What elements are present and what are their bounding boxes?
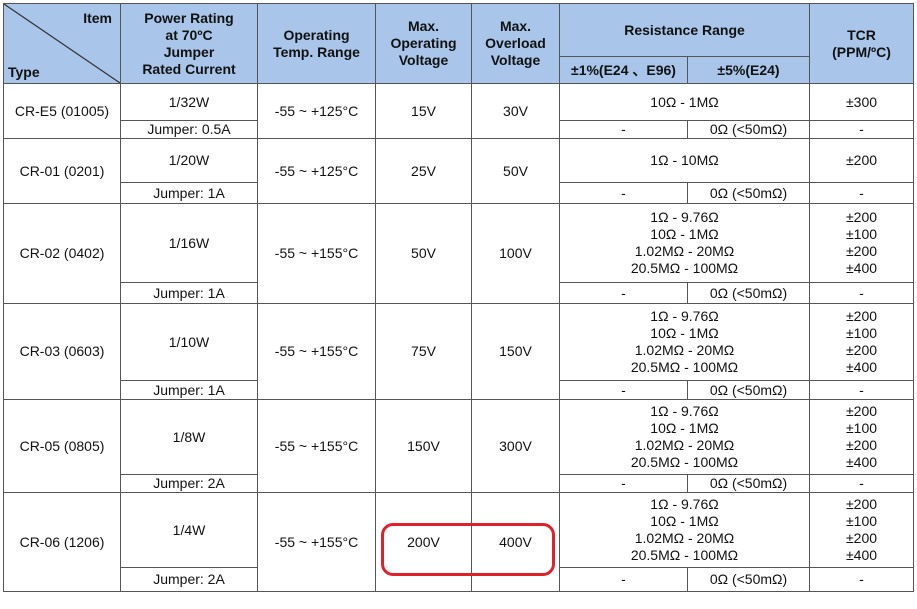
max-operating-voltage-header: Max. Operating Voltage bbox=[375, 3, 472, 84]
jumper-row: Jumper: 1A - 0Ω (<50mΩ) - bbox=[4, 282, 915, 304]
jumper-res5-cell: 0Ω (<50mΩ) bbox=[686, 282, 811, 304]
operating-voltage-cell: 75V bbox=[375, 303, 472, 400]
temp-range-header: Operating Temp. Range bbox=[257, 3, 376, 84]
tcr-cell: ±200 bbox=[809, 138, 915, 183]
temp-cell: -55 ~ +155°C bbox=[257, 492, 376, 592]
overload-voltage-cell: 150V bbox=[471, 303, 560, 400]
jumper-res1-cell: - bbox=[559, 282, 688, 304]
tcr-cell: ±200 ±100 ±200 ±400 bbox=[809, 203, 915, 283]
type-cell: CR-E5 (01005) bbox=[3, 83, 121, 139]
temp-cell: -55 ~ +155°C bbox=[257, 203, 376, 304]
jumper-current-cell: Jumper: 1A bbox=[120, 182, 258, 204]
spec-table: Item Type Power Rating at 70ºC Jumper Ra… bbox=[3, 3, 915, 592]
type-cell: CR-01 (0201) bbox=[3, 138, 121, 204]
power-cell: 1/32W bbox=[120, 83, 258, 121]
jumper-tcr-cell: - bbox=[809, 474, 915, 493]
jumper-row: Jumper: 0.5A - 0Ω (<50mΩ) - bbox=[4, 120, 915, 139]
jumper-res5-cell: 0Ω (<50mΩ) bbox=[686, 474, 811, 493]
jumper-tcr-cell: - bbox=[809, 182, 915, 204]
operating-voltage-cell: 150V bbox=[375, 399, 472, 493]
resistance-range-cell: 1Ω - 9.76Ω 10Ω - 1MΩ 1.02MΩ - 20MΩ 20.5M… bbox=[558, 492, 811, 568]
table-row: CR-03 (0603) 1/10W -55 ~ +155°C 75V 150V… bbox=[3, 303, 915, 400]
jumper-row: Jumper: 1A - 0Ω (<50mΩ) - bbox=[4, 380, 915, 400]
diagonal-divider bbox=[4, 4, 120, 83]
power-cell: 1/8W bbox=[120, 399, 258, 475]
resistance-range-cell: 1Ω - 9.76Ω 10Ω - 1MΩ 1.02MΩ - 20MΩ 20.5M… bbox=[558, 399, 811, 475]
resistance-range-cell: 1Ω - 10MΩ bbox=[558, 138, 811, 183]
jumper-current-cell: Jumper: 0.5A bbox=[120, 120, 258, 139]
jumper-current-cell: Jumper: 1A bbox=[120, 380, 258, 400]
operating-voltage-cell: 15V bbox=[375, 83, 472, 139]
resistance-range-cell: 1Ω - 9.76Ω 10Ω - 1MΩ 1.02MΩ - 20MΩ 20.5M… bbox=[558, 203, 811, 283]
item-header: Item bbox=[83, 10, 112, 26]
res-1pct-header: ±1%(E24 、E96) bbox=[559, 56, 688, 84]
jumper-tcr-cell: - bbox=[809, 120, 915, 139]
type-header: Type bbox=[8, 64, 40, 80]
tcr-cell: ±200 ±100 ±200 ±400 bbox=[809, 303, 915, 381]
highlight-annotation bbox=[381, 523, 555, 576]
resistance-range-cell: 10Ω - 1MΩ bbox=[558, 83, 811, 121]
jumper-res1-cell: - bbox=[559, 380, 688, 400]
overload-voltage-cell: 100V bbox=[471, 203, 560, 304]
power-cell: 1/20W bbox=[120, 138, 258, 183]
power-rating-header: Power Rating at 70ºC Jumper Rated Curren… bbox=[120, 3, 258, 84]
resistance-range-cell: 1Ω - 9.76Ω 10Ω - 1MΩ 1.02MΩ - 20MΩ 20.5M… bbox=[558, 303, 811, 381]
jumper-current-cell: Jumper: 2A bbox=[120, 567, 258, 592]
temp-cell: -55 ~ +155°C bbox=[257, 303, 376, 400]
type-cell: CR-05 (0805) bbox=[3, 399, 121, 493]
overload-voltage-cell: 30V bbox=[471, 83, 560, 139]
tcr-header: TCR (PPM/ºC) bbox=[809, 3, 915, 84]
jumper-current-cell: Jumper: 1A bbox=[120, 282, 258, 304]
temp-cell: -55 ~ +125°C bbox=[257, 83, 376, 139]
tcr-cell: ±200 ±100 ±200 ±400 bbox=[809, 399, 915, 475]
jumper-res5-cell: 0Ω (<50mΩ) bbox=[686, 380, 811, 400]
type-cell: CR-06 (1206) bbox=[3, 492, 121, 592]
jumper-tcr-cell: - bbox=[809, 567, 915, 592]
jumper-tcr-cell: - bbox=[809, 380, 915, 400]
max-overload-voltage-header: Max. Overload Voltage bbox=[471, 3, 560, 84]
table-row: CR-01 (0201) 1/20W -55 ~ +125°C 25V 50V … bbox=[3, 138, 915, 204]
type-cell: CR-02 (0402) bbox=[3, 203, 121, 304]
jumper-res1-cell: - bbox=[559, 182, 688, 204]
table-row: CR-E5 (01005) 1/32W -55 ~ +125°C 15V 30V… bbox=[3, 83, 915, 139]
jumper-res1-cell: - bbox=[559, 567, 688, 592]
tcr-cell: ±300 bbox=[809, 83, 915, 121]
power-cell: 1/10W bbox=[120, 303, 258, 381]
operating-voltage-cell: 50V bbox=[375, 203, 472, 304]
jumper-res5-cell: 0Ω (<50mΩ) bbox=[686, 182, 811, 204]
type-cell: CR-03 (0603) bbox=[3, 303, 121, 400]
jumper-row: Jumper: 2A - 0Ω (<50mΩ) - bbox=[4, 567, 915, 592]
overload-voltage-cell: 50V bbox=[471, 138, 560, 204]
jumper-current-cell: Jumper: 2A bbox=[120, 474, 258, 493]
res-5pct-header: ±5%(E24) bbox=[686, 56, 811, 84]
jumper-row: Jumper: 2A - 0Ω (<50mΩ) - bbox=[4, 474, 915, 493]
temp-cell: -55 ~ +125°C bbox=[257, 138, 376, 204]
jumper-tcr-cell: - bbox=[809, 282, 915, 304]
temp-cell: -55 ~ +155°C bbox=[257, 399, 376, 493]
table-row: CR-02 (0402) 1/16W -55 ~ +155°C 50V 100V… bbox=[3, 203, 915, 304]
jumper-res5-cell: 0Ω (<50mΩ) bbox=[686, 120, 811, 139]
tcr-cell: ±200 ±100 ±200 ±400 bbox=[809, 492, 915, 568]
power-cell: 1/16W bbox=[120, 203, 258, 283]
overload-voltage-cell: 300V bbox=[471, 399, 560, 493]
jumper-res1-cell: - bbox=[559, 120, 688, 139]
operating-voltage-cell: 25V bbox=[375, 138, 472, 204]
power-cell: 1/4W bbox=[120, 492, 258, 568]
jumper-res5-cell: 0Ω (<50mΩ) bbox=[686, 567, 811, 592]
jumper-res1-cell: - bbox=[559, 474, 688, 493]
item-type-header: Item Type bbox=[3, 3, 121, 84]
table-row: CR-05 (0805) 1/8W -55 ~ +155°C 150V 300V… bbox=[3, 399, 915, 493]
resistance-range-header: Resistance Range bbox=[558, 3, 811, 57]
